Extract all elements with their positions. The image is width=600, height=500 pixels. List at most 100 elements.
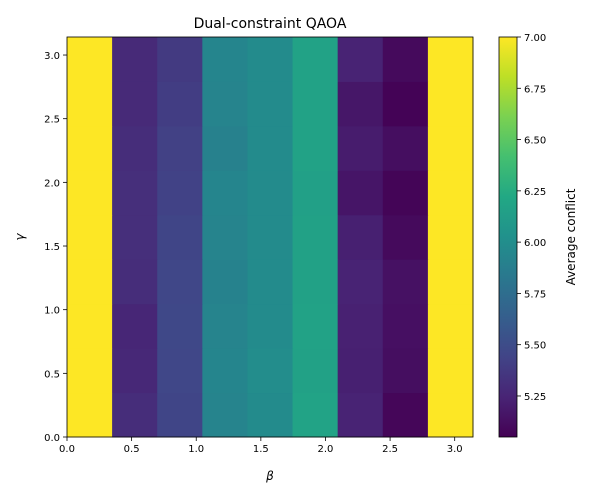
chart-title: Dual-constraint QAOA [194, 16, 347, 32]
heatmap-cell [202, 214, 248, 260]
heatmap-cell [247, 125, 294, 171]
heatmap-cell [157, 170, 203, 216]
heatmap-cell [337, 303, 384, 349]
heatmap-cell [112, 170, 158, 216]
heatmap-cell [427, 392, 474, 438]
heatmap-cell [292, 37, 339, 82]
heatmap-cell [157, 259, 203, 305]
x-tick-label: 1.5 [253, 444, 269, 455]
heatmap-cell [112, 348, 158, 394]
heatmap-cell [112, 259, 158, 305]
heatmap-cell [382, 125, 429, 171]
heatmap-cell [337, 259, 384, 305]
heatmap-cell [427, 125, 474, 171]
x-tick-label: 0.5 [124, 444, 140, 455]
heatmap-cell [157, 81, 203, 127]
heatmap-cell [202, 303, 248, 349]
x-axis-label: β [265, 469, 274, 483]
heatmap-cell [112, 125, 158, 171]
heatmap-cell [157, 214, 203, 260]
heatmap-cell [337, 348, 384, 394]
colorbar-tick-label: 5.75 [524, 289, 546, 300]
y-tick-label: 0.5 [44, 369, 60, 380]
heatmap-cell [67, 125, 113, 171]
heatmap-cell [202, 125, 248, 171]
x-tick-label: 0.0 [59, 444, 75, 455]
colorbar-tick-label: 6.75 [524, 84, 546, 95]
heatmap-cell [247, 392, 294, 438]
colorbar-tick-label: 6.50 [524, 136, 546, 147]
heatmap-cell [292, 392, 339, 438]
y-tick-label: 0.0 [44, 433, 60, 444]
x-tick-label: 2.5 [382, 444, 398, 455]
heatmap-cell [382, 259, 429, 305]
heatmap-cell [382, 303, 429, 349]
colorbar-label: Average conflict [564, 188, 578, 285]
heatmap-cell [292, 170, 339, 216]
heatmap-cell [202, 392, 248, 438]
colorbar-tick-label: 6.00 [524, 238, 546, 249]
x-tick-label: 3.0 [447, 444, 463, 455]
heatmap-cell [67, 348, 113, 394]
plot-frame [66, 36, 474, 438]
heatmap-cell [202, 348, 248, 394]
y-tick-label: 3.0 [44, 51, 60, 62]
heatmap-cell [157, 303, 203, 349]
heatmap-cell [292, 348, 339, 394]
heatmap-cell [202, 170, 248, 216]
heatmap-cell [337, 81, 384, 127]
heatmap-cell [112, 81, 158, 127]
heatmap-cell [337, 37, 384, 82]
heatmap-cell [157, 392, 203, 438]
y-axis-label: γ [13, 233, 27, 241]
heatmap-cell [427, 303, 474, 349]
heatmap-cell [292, 303, 339, 349]
heatmap-cell [112, 37, 158, 82]
colorbar-tick-label: 5.25 [524, 392, 546, 403]
heatmap-cell [202, 37, 248, 82]
heatmap-cell [67, 392, 113, 438]
heatmap-cell [292, 214, 339, 260]
heatmap-cell [247, 37, 294, 82]
heatmap-cell [157, 348, 203, 394]
heatmap-cell [247, 81, 294, 127]
heatmap-cell [292, 125, 339, 171]
heatmap-cell [292, 259, 339, 305]
heatmap-cell [67, 81, 113, 127]
heatmap-cell [112, 214, 158, 260]
heatmap-cell [202, 81, 248, 127]
heatmap-cell [337, 170, 384, 216]
colorbar-tick-label: 6.25 [524, 187, 546, 198]
heatmap-cell [382, 392, 429, 438]
heatmap-cell [337, 392, 384, 438]
heatmap-cell [427, 81, 474, 127]
colorbar-tick-label: 5.50 [524, 341, 546, 352]
heatmap-cell [382, 348, 429, 394]
heatmap-cell [247, 303, 294, 349]
heatmap-cell [382, 81, 429, 127]
heatmap-cell [382, 214, 429, 260]
colorbar [498, 36, 518, 438]
heatmap-cell [427, 37, 474, 82]
heatmap-cell [67, 170, 113, 216]
x-tick-label: 1.0 [188, 444, 204, 455]
colorbar-tick-label: 7.00 [524, 33, 546, 44]
heatmap-cell [67, 214, 113, 260]
heatmap-cell [112, 392, 158, 438]
y-tick-label: 2.0 [44, 178, 60, 189]
heatmap-cell [67, 303, 113, 349]
heatmap-cell [67, 259, 113, 305]
heatmap-cell [427, 214, 474, 260]
heatmap-cell [247, 348, 294, 394]
heatmap-cell [427, 170, 474, 216]
heatmap-cell [337, 214, 384, 260]
heatmap-cell [337, 125, 384, 171]
heatmap-cell [427, 348, 474, 394]
x-tick-label: 2.0 [318, 444, 334, 455]
heatmap-cell [202, 259, 248, 305]
heatmap-cell [427, 259, 474, 305]
heatmap-cell [247, 259, 294, 305]
heatmap-cell [112, 303, 158, 349]
y-tick-label: 2.5 [44, 115, 60, 126]
